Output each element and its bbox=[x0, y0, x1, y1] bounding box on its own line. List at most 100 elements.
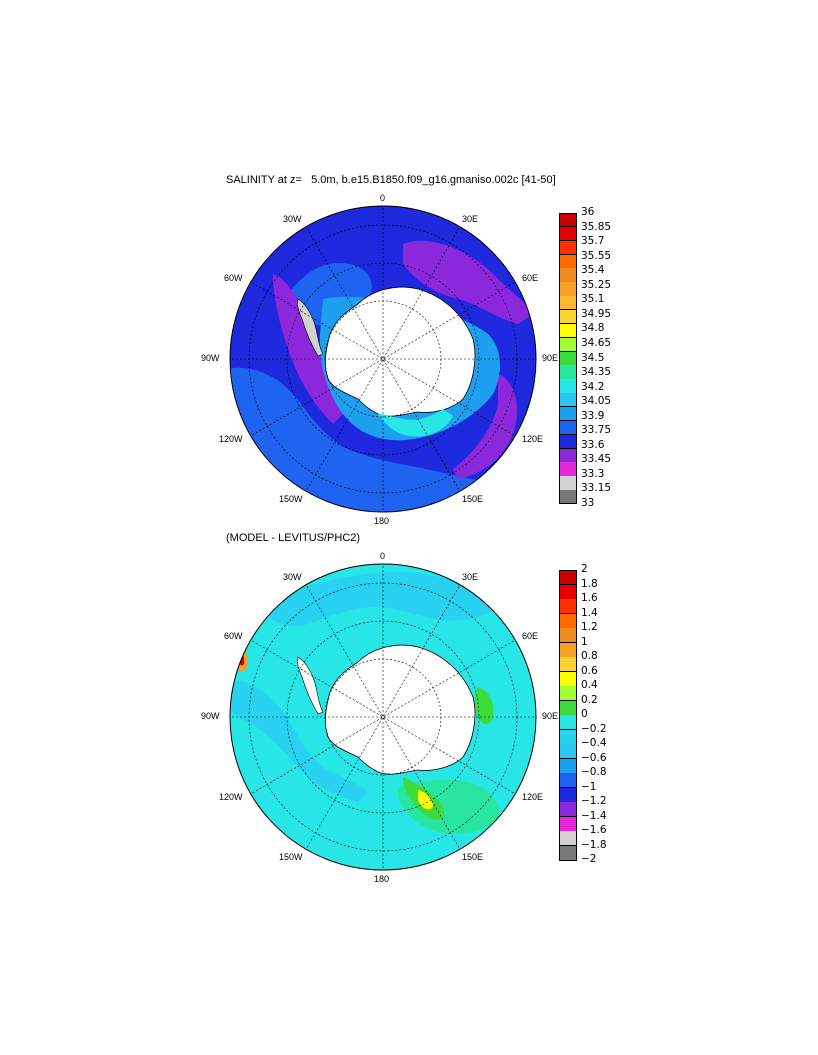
salinity-colorbar-swatch-17 bbox=[559, 448, 577, 463]
salinity-colorbar-swatch-10 bbox=[559, 351, 577, 366]
salinity-colorbar-swatch-9 bbox=[559, 337, 577, 353]
difference-colorbar-label-10: 0 bbox=[581, 708, 588, 720]
salinity-colorbar-swatch-6 bbox=[559, 296, 577, 311]
salinity-colorbar-label-10: 34.5 bbox=[581, 351, 605, 364]
difference-colorbar-label-8: 0.4 bbox=[581, 679, 598, 691]
salinity-colorbar-label-4: 35.4 bbox=[581, 264, 605, 277]
salinity-colorbar-label-5: 35.25 bbox=[581, 278, 612, 291]
lon-label-60w: 60W bbox=[224, 273, 243, 283]
difference-colorbar-label-15: −1 bbox=[581, 780, 597, 793]
difference-colorbar-label-17: −1.4 bbox=[581, 809, 607, 822]
graticule-2 bbox=[230, 564, 536, 870]
salinity-colorbar-label-19: 33.15 bbox=[581, 482, 612, 495]
difference-colorbar-label-2: 1.6 bbox=[581, 592, 598, 604]
difference-colorbar-swatch-19 bbox=[559, 845, 577, 861]
difference-colorbar-swatch-17 bbox=[559, 816, 577, 832]
salinity-colorbar-swatch-13 bbox=[559, 393, 577, 408]
difference-colorbar-label-13: −0.6 bbox=[581, 751, 607, 764]
lon-label-0: 0 bbox=[380, 193, 386, 203]
lon-label-60e-p2: 60E bbox=[522, 631, 539, 641]
difference-colorbar-label-20: −2 bbox=[581, 853, 597, 865]
salinity-colorbar-label-3: 35.55 bbox=[581, 249, 612, 262]
salinity-colorbar-swatch-5 bbox=[559, 282, 577, 297]
graticule bbox=[230, 206, 536, 512]
lon-label-150w-p2: 150W bbox=[279, 852, 303, 862]
lon-label-150e: 150E bbox=[462, 494, 484, 504]
lon-label-60w-p2: 60W bbox=[224, 631, 243, 641]
salinity-colorbar-label-20: 33 bbox=[581, 497, 595, 509]
antarctica-2 bbox=[324, 644, 476, 775]
difference-colorbar-swatch-4 bbox=[559, 628, 577, 643]
difference-colorbar-swatch-11 bbox=[559, 729, 577, 745]
diff-minus-0-2-band-north bbox=[258, 571, 503, 626]
salinity-colorbar-swatch-14 bbox=[559, 407, 577, 422]
difference-colorbar-swatch-6 bbox=[559, 657, 577, 672]
salinity-colorbar-label-1: 35.85 bbox=[581, 220, 612, 233]
antarctic-peninsula bbox=[297, 298, 324, 357]
difference-colorbar-swatch-14 bbox=[559, 773, 577, 788]
difference-colorbar-swatch-13 bbox=[559, 758, 577, 774]
diff-positive-east bbox=[475, 687, 494, 725]
diff-positive-peninsula-core bbox=[238, 650, 245, 666]
antarctic-peninsula-2 bbox=[297, 656, 324, 715]
salinity-colorbar-swatch-0 bbox=[559, 213, 577, 228]
salinity-colorbar-label-17: 33.45 bbox=[581, 453, 612, 466]
difference-colorbar-swatch-0 bbox=[559, 570, 577, 585]
salinity-colorbar-swatch-1 bbox=[559, 226, 577, 242]
salinity-colorbar-swatch-20 bbox=[559, 490, 577, 505]
ocean-low-salinity-west bbox=[273, 274, 343, 424]
lon-label-30e-p2: 30E bbox=[462, 572, 479, 582]
diff-max-ross bbox=[418, 790, 433, 810]
salinity-colorbar-swatch-19 bbox=[559, 476, 577, 491]
salinity-colorbar-swatch-18 bbox=[559, 462, 577, 477]
lon-label-120e-p2: 120E bbox=[522, 792, 544, 802]
salinity-colorbar-label-18: 33.3 bbox=[581, 467, 605, 480]
lon-label-180-p2: 180 bbox=[374, 874, 390, 884]
difference-colorbar-swatch-9 bbox=[559, 700, 577, 716]
lon-label-150e-p2: 150E bbox=[462, 852, 484, 862]
difference-colorbar-label-16: −1.2 bbox=[581, 795, 607, 807]
difference-colorbar-swatch-5 bbox=[559, 642, 577, 658]
lon-label-0-p2: 0 bbox=[380, 551, 386, 561]
diff-minus-0-2-band-west bbox=[230, 681, 368, 802]
antarctica bbox=[324, 286, 476, 417]
salinity-colorbar-label-16: 33.6 bbox=[581, 438, 605, 451]
salinity-colorbar-swatch-7 bbox=[559, 310, 577, 325]
lon-label-120w-p2: 120W bbox=[219, 792, 243, 802]
difference-colorbar-label-12: −0.4 bbox=[581, 737, 607, 749]
salinity-polar-map bbox=[229, 205, 537, 513]
difference-colorbar-swatch-2 bbox=[559, 599, 577, 614]
salinity-colorbar-swatch-15 bbox=[559, 420, 577, 436]
difference-colorbar-label-6: 0.8 bbox=[581, 650, 598, 662]
salinity-colorbar-swatch-8 bbox=[559, 323, 577, 339]
panel1-title: SALINITY at z= 5.0m, b.e15.B1850.f09_g16… bbox=[226, 174, 556, 186]
lon-label-120e: 120E bbox=[522, 434, 544, 444]
salinity-colorbar-label-12: 34.2 bbox=[581, 380, 605, 393]
lon-label-90e-p2: 90E bbox=[542, 711, 559, 721]
lon-label-60e: 60E bbox=[522, 273, 539, 283]
difference-colorbar-swatch-15 bbox=[559, 787, 577, 803]
difference-colorbar-label-5: 1 bbox=[581, 635, 588, 648]
difference-colorbar-label-19: −1.8 bbox=[581, 838, 607, 851]
salinity-colorbar-label-6: 35.1 bbox=[581, 293, 605, 306]
ross-sea-shelf bbox=[378, 409, 453, 437]
salinity-colorbar-swatch-12 bbox=[559, 379, 577, 394]
difference-colorbar-label-4: 1.2 bbox=[581, 621, 598, 633]
salinity-colorbar-label-0: 36 bbox=[581, 206, 595, 218]
salinity-colorbar-label-2: 35.7 bbox=[581, 235, 605, 248]
lon-label-30w-p2: 30W bbox=[283, 572, 302, 582]
panel2-title: (MODEL - LEVITUS/PHC2) bbox=[226, 532, 361, 544]
ocean-low-salinity-southeast bbox=[453, 374, 518, 479]
ocean-low-salinity-east bbox=[403, 240, 533, 324]
difference-colorbar-label-11: −0.2 bbox=[581, 722, 607, 735]
salinity-colorbar-label-7: 34.95 bbox=[581, 307, 612, 320]
difference-colorbar-swatch-12 bbox=[559, 744, 577, 759]
salinity-colorbar-swatch-16 bbox=[559, 434, 577, 450]
lon-label-30w: 30W bbox=[283, 214, 302, 224]
lon-label-90w: 90W bbox=[201, 353, 220, 363]
lon-label-90w-p2: 90W bbox=[201, 711, 220, 721]
difference-colorbar-label-18: −1.6 bbox=[581, 824, 607, 836]
difference-colorbar-swatch-3 bbox=[559, 613, 577, 629]
salinity-difference-polar-map bbox=[229, 563, 537, 871]
difference-colorbar-swatch-16 bbox=[559, 802, 577, 817]
